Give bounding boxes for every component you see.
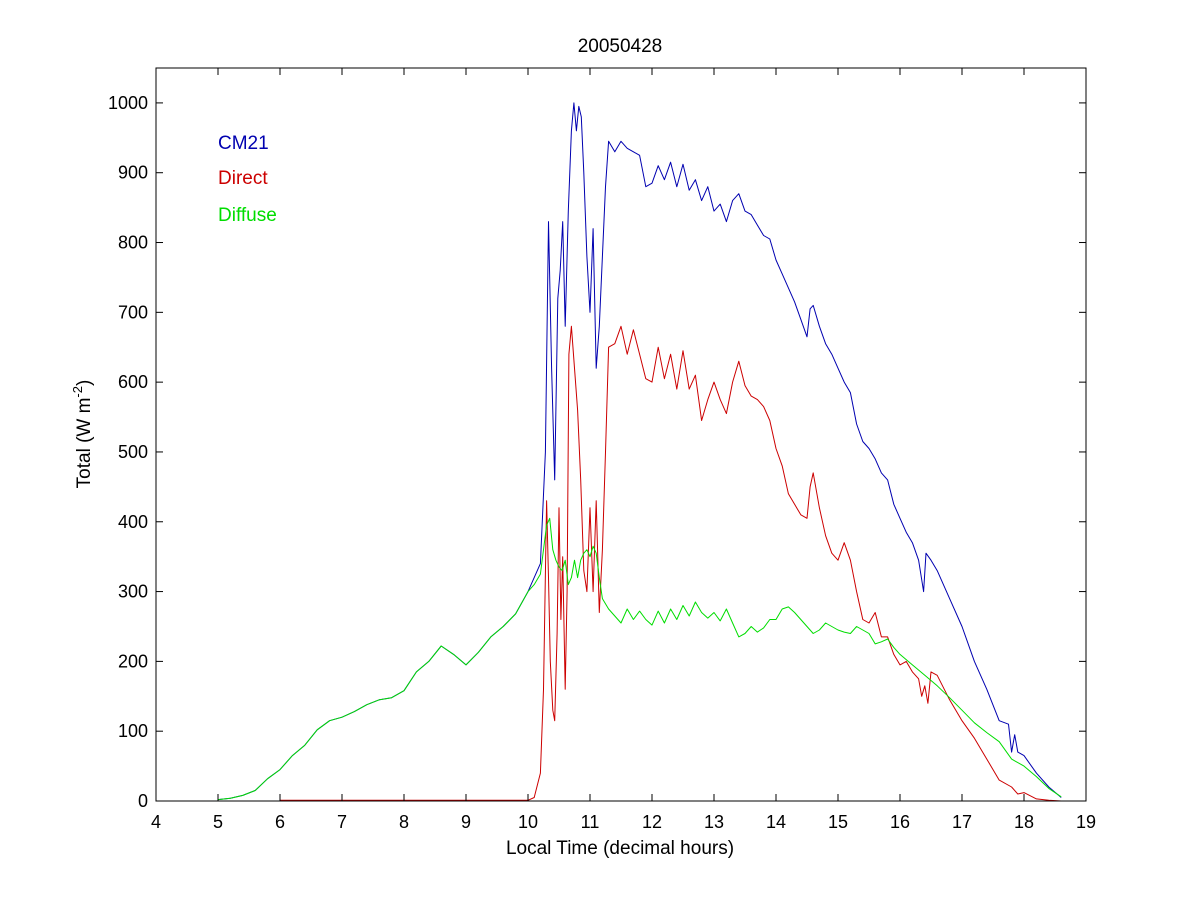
y-tick-label: 800	[118, 233, 148, 253]
x-tick-label: 6	[275, 812, 285, 832]
y-tick-label: 600	[118, 372, 148, 392]
x-tick-label: 17	[952, 812, 972, 832]
series-line-diffuse	[217, 517, 1062, 801]
x-tick-label: 8	[399, 812, 409, 832]
y-axis-label-superscript: -2	[70, 386, 85, 398]
y-tick-label: 400	[118, 512, 148, 532]
x-tick-label: 12	[642, 812, 662, 832]
x-tick-label: 13	[704, 812, 724, 832]
legend-label-cm21: CM21	[218, 133, 269, 154]
x-tick-label: 18	[1014, 812, 1034, 832]
x-tick-label: 16	[890, 812, 910, 832]
legend-label-diffuse: Diffuse	[218, 205, 277, 226]
plot-area: 4 5 6 7 8 9 10 11 12 13 14 15 16 17 18 19 0 100 200 300 400…	[108, 67, 1096, 832]
legend: CM21 Direct Diffuse	[218, 133, 277, 226]
y-axis-ticks: 0 100 200 300 400 500 600 700 800 900 1000	[108, 93, 1086, 811]
y-axis-label: Total (W m-2)	[70, 380, 95, 489]
y-tick-label: 100	[118, 721, 148, 741]
axes-box	[155, 67, 1087, 802]
x-tick-label: 19	[1076, 812, 1096, 832]
y-tick-label: 500	[118, 442, 148, 462]
y-tick-label: 1000	[108, 93, 148, 113]
x-tick-label: 9	[461, 812, 471, 832]
x-tick-label: 5	[213, 812, 223, 832]
x-tick-label: 14	[766, 812, 786, 832]
x-tick-label: 7	[337, 812, 347, 832]
legend-label-direct: Direct	[218, 168, 268, 189]
x-tick-label: 11	[581, 812, 600, 832]
series-layer	[217, 102, 1062, 802]
series-line-direct	[280, 325, 1062, 802]
chart-title: 20050428	[578, 36, 663, 57]
y-tick-label: 300	[118, 582, 148, 602]
x-tick-label: 10	[518, 812, 538, 832]
x-tick-label: 4	[151, 812, 161, 832]
y-tick-label: 900	[118, 163, 148, 183]
y-tick-label: 0	[138, 791, 148, 811]
y-axis-label-close: )	[74, 380, 95, 386]
y-tick-label: 700	[118, 302, 148, 322]
x-axis-label: Local Time (decimal hours)	[506, 838, 734, 859]
y-axis-label-main: Total (W m	[74, 398, 95, 489]
x-tick-label: 15	[828, 812, 848, 832]
x-axis-ticks: 4 5 6 7 8 9 10 11 12 13 14 15 16 17 18 19	[151, 68, 1096, 832]
y-tick-label: 200	[118, 651, 148, 671]
